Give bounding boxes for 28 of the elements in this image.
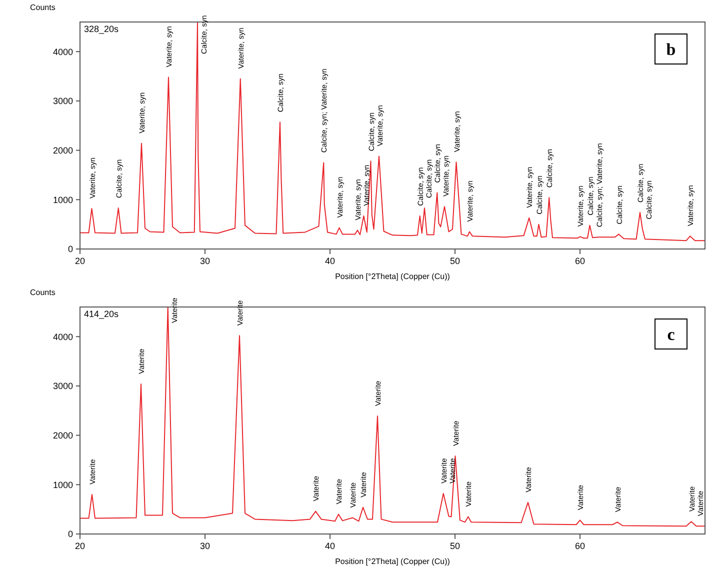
annotation: 328_20s (84, 24, 120, 34)
y-tick-label: 2000 (52, 430, 73, 440)
x-tick-label: 20 (74, 541, 86, 551)
x-tick-label: 60 (574, 541, 586, 551)
y-tick-label: 4000 (52, 46, 73, 57)
y-tick-label: 4000 (52, 332, 73, 342)
x-tick-label: 20 (74, 256, 86, 266)
y-tick-label: 1000 (52, 480, 73, 490)
x-axis-title: Position [°2Theta] (Copper (Cu)) (335, 272, 450, 281)
x-tick-label: 40 (324, 256, 336, 266)
y-tick-label: 0 (68, 529, 73, 540)
y-tick-label: 1000 (52, 194, 73, 205)
x-tick-label: 30 (200, 541, 210, 551)
y-tick-label: 3000 (52, 96, 73, 106)
text: b (666, 40, 676, 59)
x-tick-label: 50 (450, 541, 460, 551)
y-tick-label: 2000 (52, 145, 73, 156)
y-tick-label: 0 (68, 244, 73, 254)
annotation: 414_20s (84, 309, 120, 319)
x-tick-label: 60 (574, 256, 586, 266)
y-axis-title: Counts (30, 288, 56, 297)
y-axis-title: Counts (30, 3, 56, 12)
y-tick-label: 3000 (52, 381, 73, 392)
x-tick-label: 30 (200, 256, 210, 266)
text: c (667, 325, 676, 344)
x-tick-label: 40 (324, 541, 336, 551)
x-axis-title: Position [°2Theta] (Copper (Cu)) (335, 557, 450, 566)
x-tick-label: 50 (450, 256, 460, 266)
